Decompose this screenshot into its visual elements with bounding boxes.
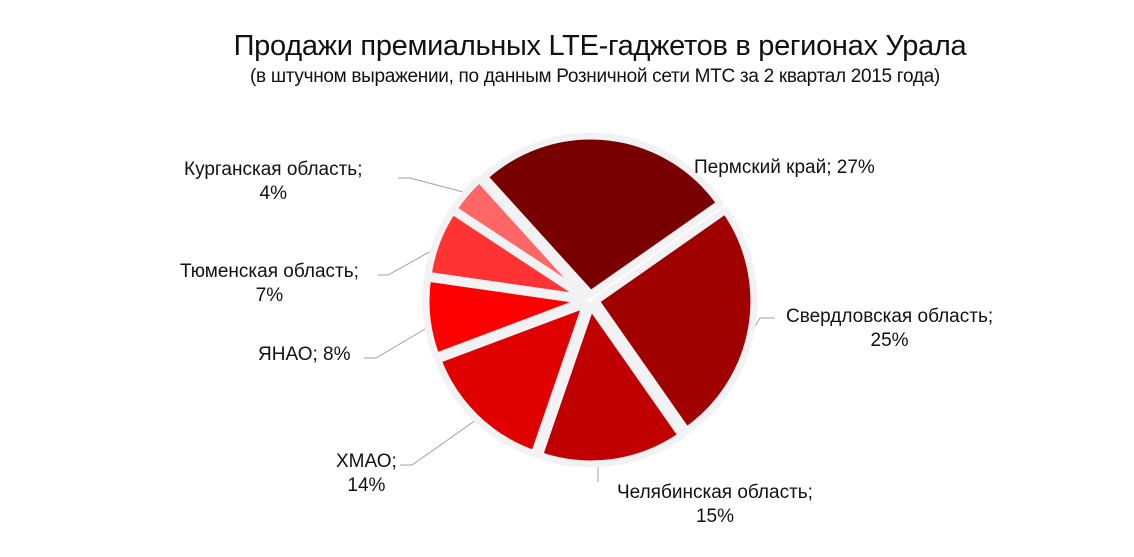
label-tyumen-value: 7%	[255, 285, 284, 306]
label-kurgan-name: Курганская область;	[184, 159, 363, 180]
label-chelyabinsk-value: 15%	[695, 506, 734, 527]
label-chelyabinsk: Челябинская область; 15%	[617, 481, 813, 529]
leader-line-yanao	[364, 321, 438, 359]
label-khmao-name: ХМАО;	[336, 451, 397, 472]
label-perm: Пермский край; 27%	[694, 156, 875, 180]
pie-slice-perm	[481, 132, 724, 298]
pie-slice-khmao	[434, 300, 590, 458]
label-kurgan-value: 4%	[259, 183, 287, 204]
label-khmao: ХМАО; 14%	[336, 450, 397, 498]
label-perm-text: Пермский край; 27%	[694, 157, 875, 178]
label-tyumen: Тюменская область; 7%	[180, 260, 359, 308]
chart-title: Продажи премиальных LTE-гаджетов в регио…	[233, 30, 967, 62]
label-khmao-value: 14%	[347, 475, 386, 496]
pie-slice-chelyabinsk	[535, 302, 685, 468]
label-yanao: ЯНАО; 8%	[258, 343, 351, 367]
label-yanao-text: ЯНАО; 8%	[258, 344, 351, 365]
leader-line-khmao	[400, 419, 477, 466]
label-chelyabinsk-name: Челябинская область;	[617, 482, 813, 503]
label-tyumen-name: Тюменская область;	[180, 261, 359, 282]
label-sverdlovsk: Свердловская область; 25%	[786, 305, 993, 353]
chart-subtitle: (в штучном выражении, по данным Рознично…	[250, 66, 940, 87]
label-kurgan: Курганская область; 4%	[184, 158, 363, 206]
leader-line-kurgan	[398, 177, 468, 194]
label-sverdlovsk-value: 25%	[870, 330, 909, 351]
pie-slice-kurgan	[450, 175, 589, 300]
label-sverdlovsk-name: Свердловская область;	[786, 306, 994, 327]
pie-slice-sverdlovsk	[592, 206, 758, 434]
